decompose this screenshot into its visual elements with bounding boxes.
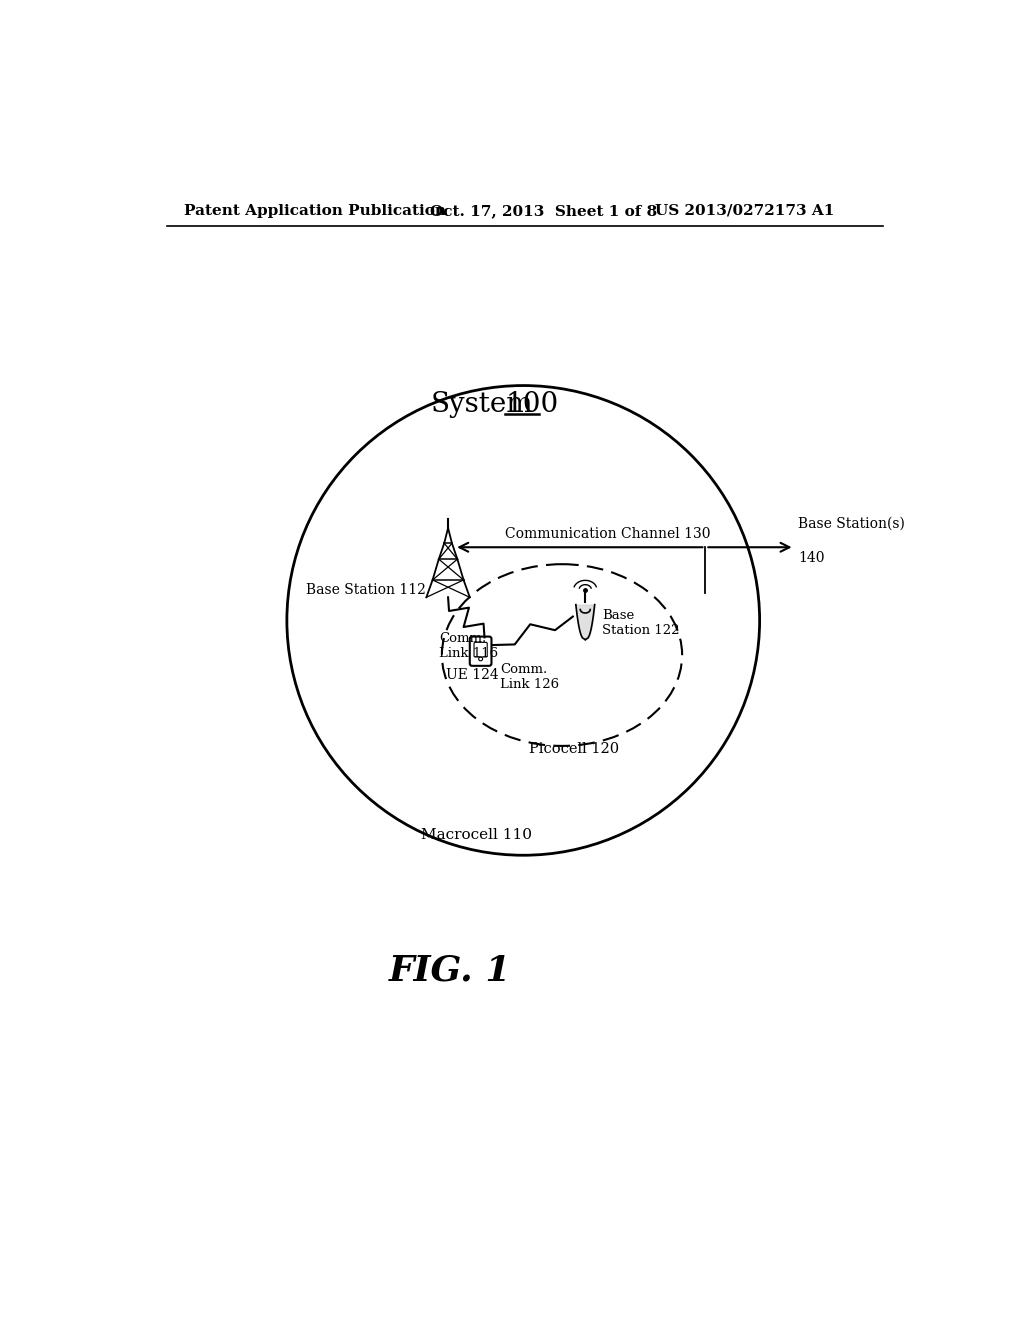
Text: Oct. 17, 2013  Sheet 1 of 8: Oct. 17, 2013 Sheet 1 of 8 (430, 203, 657, 218)
Text: FIG. 1: FIG. 1 (388, 954, 511, 987)
Text: Macrocell 110: Macrocell 110 (421, 829, 532, 842)
Text: System: System (430, 391, 532, 418)
Text: Picocell 120: Picocell 120 (528, 742, 618, 756)
Text: 140: 140 (799, 552, 825, 565)
Text: Base
Station 122: Base Station 122 (602, 609, 680, 636)
Text: US 2013/0272173 A1: US 2013/0272173 A1 (655, 203, 835, 218)
Text: Comm.
Link 126: Comm. Link 126 (500, 663, 559, 690)
Text: Comm.
Link 116: Comm. Link 116 (438, 632, 498, 660)
Text: Base Station(s): Base Station(s) (799, 516, 905, 531)
Text: UE 124: UE 124 (446, 668, 500, 682)
Text: Base Station 112: Base Station 112 (306, 582, 426, 597)
Text: 100: 100 (506, 391, 559, 418)
Text: Patent Application Publication: Patent Application Publication (183, 203, 445, 218)
Text: Communication Channel 130: Communication Channel 130 (505, 527, 711, 541)
